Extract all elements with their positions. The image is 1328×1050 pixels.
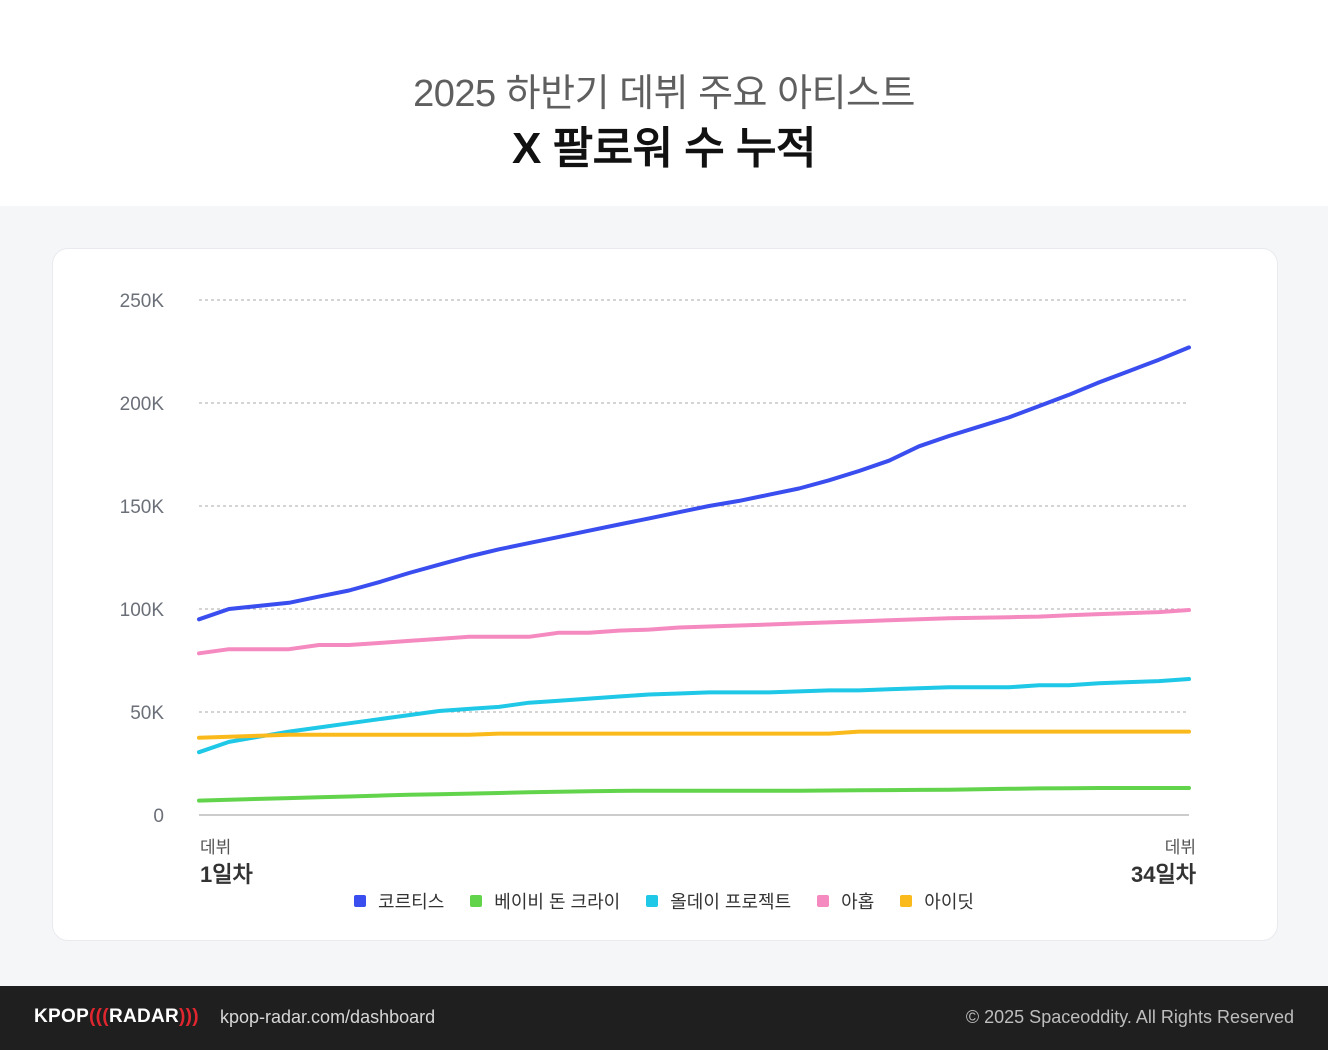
x-end-label-top: 데뷔	[1165, 838, 1196, 857]
kpop-radar-logo: KPOP(((RADAR)))	[34, 1006, 199, 1028]
legend-swatch	[900, 895, 913, 907]
series-line-4	[197, 729, 1191, 740]
footer: KPOP(((RADAR))) kpop-radar.com/dashboard…	[0, 986, 1328, 1050]
legend-item-2: 올데이 프로젝트	[646, 888, 791, 914]
y-tick-label: 50K	[130, 703, 164, 724]
y-tick-label: 150K	[120, 497, 165, 518]
legend-label: 코르티스	[378, 892, 445, 912]
logo-text-kpop: KPOP	[34, 1006, 90, 1027]
legend-swatch	[646, 895, 659, 907]
x-start-label-top: 데뷔	[200, 838, 231, 857]
chart-legend: 코르티스 베이비 돈 크라이 올데이 프로젝트 아홉 아이딧	[52, 888, 1276, 914]
series-line-1	[197, 786, 1191, 803]
x-start-label: 1일차	[200, 862, 253, 887]
footer-url-link[interactable]: kpop-radar.com/dashboard	[220, 1007, 436, 1027]
y-tick-label: 0	[153, 806, 164, 827]
series-line-3	[197, 608, 1191, 656]
logo-waves-left: (((	[89, 1006, 109, 1027]
legend-label: 아홉	[841, 892, 875, 912]
logo-text-radar: RADAR	[108, 1006, 180, 1027]
legend-label: 베이비 돈 크라이	[494, 892, 621, 912]
chart-card	[52, 248, 1278, 941]
legend-item-3: 아홉	[817, 888, 874, 914]
header: 2025 하반기 데뷔 주요 아티스트 X 팔로워 수 누적	[0, 0, 1328, 206]
y-tick-label: 100K	[120, 600, 165, 621]
legend-label: 올데이 프로젝트	[670, 892, 792, 912]
legend-item-4: 아이딧	[900, 888, 974, 914]
legend-swatch	[470, 895, 483, 907]
legend-swatch	[354, 895, 367, 907]
logo-waves-right: )))	[179, 1006, 199, 1027]
x-end-label: 34일차	[1131, 862, 1197, 887]
series-line-0	[197, 345, 1191, 622]
chart-title: X 팔로워 수 누적	[512, 124, 816, 173]
y-tick-label: 200K	[120, 394, 165, 415]
chart-subtitle: 2025 하반기 데뷔 주요 아티스트	[413, 73, 915, 115]
copyright-text: © 2025 Spaceoddity. All Rights Reserved	[965, 1007, 1294, 1027]
series-line-2	[197, 677, 1191, 755]
y-axis-ticks: 0 50K 100K 150K 200K 250K	[120, 291, 165, 827]
legend-item-0: 코르티스	[354, 888, 444, 914]
series-lines	[197, 345, 1191, 803]
y-tick-label: 250K	[120, 291, 165, 312]
legend-item-1: 베이비 돈 크라이	[470, 888, 620, 914]
x-axis-labels: 데뷔 1일차 데뷔 34일차	[200, 838, 1197, 887]
legend-swatch	[817, 895, 830, 907]
legend-label: 아이딧	[924, 892, 974, 912]
grid-lines	[199, 299, 1189, 816]
line-chart: 0 50K 100K 150K 200K 250K 데뷔 1일차 데뷔 34일차	[120, 291, 1197, 887]
